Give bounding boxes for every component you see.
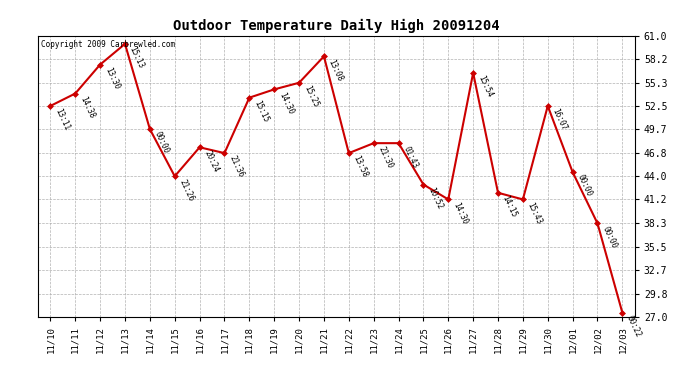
Text: 01:43: 01:43	[402, 144, 420, 170]
Text: 15:15: 15:15	[252, 99, 270, 124]
Text: 13:58: 13:58	[352, 154, 370, 179]
Text: 16:07: 16:07	[551, 107, 569, 132]
Text: 15:13: 15:13	[128, 45, 146, 70]
Text: 00:00: 00:00	[600, 225, 618, 249]
Text: 00:00: 00:00	[575, 174, 593, 198]
Text: 21:36: 21:36	[227, 154, 245, 179]
Text: 14:30: 14:30	[451, 201, 469, 226]
Text: 15:25: 15:25	[302, 84, 319, 109]
Text: 13:08: 13:08	[327, 58, 344, 82]
Text: 21:26: 21:26	[177, 178, 195, 203]
Text: 15:43: 15:43	[526, 201, 544, 226]
Text: 13:11: 13:11	[53, 107, 71, 132]
Text: 21:30: 21:30	[377, 144, 395, 170]
Text: Copyright 2009 Carbrewled.com: Copyright 2009 Carbrewled.com	[41, 40, 175, 49]
Text: 14:15: 14:15	[501, 194, 519, 219]
Text: 10:52: 10:52	[426, 186, 444, 211]
Text: 14:38: 14:38	[78, 95, 96, 120]
Text: 00:22: 00:22	[625, 314, 643, 339]
Text: 13:30: 13:30	[103, 66, 121, 91]
Title: Outdoor Temperature Daily High 20091204: Outdoor Temperature Daily High 20091204	[173, 19, 500, 33]
Text: 20:24: 20:24	[202, 148, 220, 174]
Text: 15:54: 15:54	[476, 74, 494, 99]
Text: 14:30: 14:30	[277, 91, 295, 116]
Text: 00:00: 00:00	[152, 130, 170, 155]
